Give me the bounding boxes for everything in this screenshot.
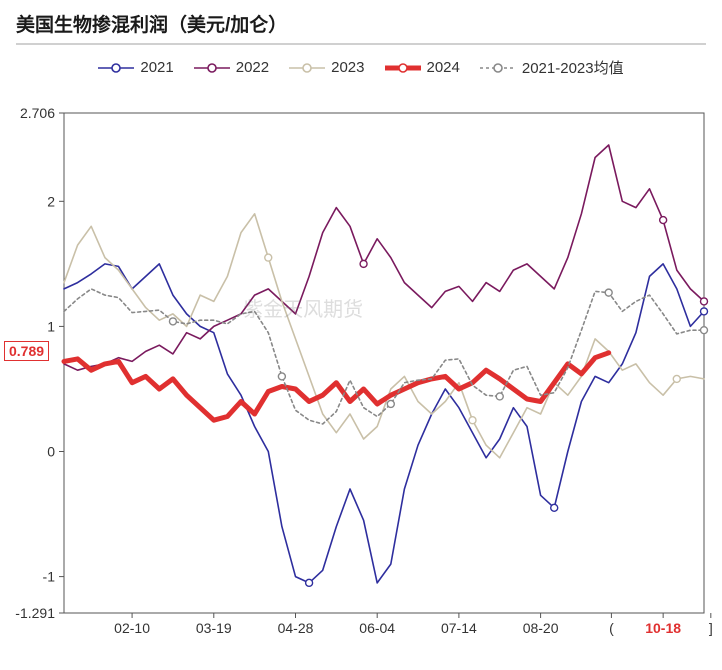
legend-label: 2021-2023均值 [522, 57, 624, 78]
legend-item: 2022 [194, 59, 269, 76]
legend-label: 2022 [236, 59, 269, 76]
svg-text:03-19: 03-19 [196, 620, 232, 636]
legend-item: 2021-2023均值 [480, 57, 624, 78]
chart-area: -1.291 -1 0 1 2 2.706 02-10 03-19 04-28 06-04 07-1… [0, 83, 722, 653]
svg-text:10-18: 10-18 [645, 620, 681, 636]
svg-text:06-04: 06-04 [359, 620, 395, 636]
y-axis-highlight: 0.789 [4, 341, 49, 361]
svg-text:]: ] [709, 620, 713, 636]
legend-label: 2024 [427, 59, 460, 76]
svg-text:04-28: 04-28 [278, 620, 314, 636]
svg-text:07-14: 07-14 [441, 620, 477, 636]
legend-label: 2023 [331, 59, 364, 76]
svg-text:02-10: 02-10 [114, 620, 150, 636]
svg-text:-1.291: -1.291 [15, 605, 55, 621]
chart-title: 美国生物掺混利润（美元/加仑） [16, 10, 706, 37]
legend-item: 2023 [289, 59, 364, 76]
legend: 2021 2022 2023 2024 2021-2023均值 [0, 51, 722, 83]
legend-item: 2024 [385, 59, 460, 76]
svg-text:2: 2 [47, 193, 55, 209]
svg-text:-1: -1 [43, 568, 56, 584]
svg-text:1: 1 [47, 318, 55, 334]
legend-label: 2021 [140, 59, 173, 76]
svg-text:(: ( [609, 620, 614, 636]
svg-text:08-20: 08-20 [523, 620, 559, 636]
title-divider [16, 43, 706, 45]
svg-text:0: 0 [47, 443, 55, 459]
svg-text:2.706: 2.706 [20, 105, 55, 121]
line-chart: -1.291 -1 0 1 2 2.706 02-10 03-19 04-28 06-04 07-1… [0, 83, 722, 653]
legend-item: 2021 [98, 59, 173, 76]
